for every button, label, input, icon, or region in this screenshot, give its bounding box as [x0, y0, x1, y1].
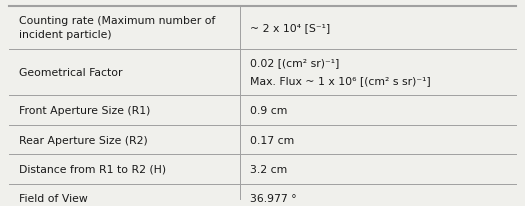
Text: 0.9 cm: 0.9 cm [250, 105, 288, 115]
Text: Front Aperture Size (R1): Front Aperture Size (R1) [19, 105, 150, 115]
Text: Max. Flux ~ 1 x 10⁶ [(cm² s sr)⁻¹]: Max. Flux ~ 1 x 10⁶ [(cm² s sr)⁻¹] [250, 76, 431, 86]
Text: Distance from R1 to R2 (H): Distance from R1 to R2 (H) [19, 164, 166, 174]
Text: ~ 2 x 10⁴ [S⁻¹]: ~ 2 x 10⁴ [S⁻¹] [250, 23, 330, 33]
Text: 36.977 °: 36.977 ° [250, 194, 297, 204]
Text: Geometrical Factor: Geometrical Factor [19, 68, 122, 78]
Text: 3.2 cm: 3.2 cm [250, 164, 288, 174]
Text: Field of View: Field of View [19, 194, 88, 204]
Text: 0.02 [(cm² sr)⁻¹]: 0.02 [(cm² sr)⁻¹] [250, 57, 340, 67]
Text: Counting rate (Maximum number of
incident particle): Counting rate (Maximum number of inciden… [19, 16, 215, 40]
Text: Rear Aperture Size (R2): Rear Aperture Size (R2) [19, 135, 148, 145]
Text: 0.17 cm: 0.17 cm [250, 135, 295, 145]
